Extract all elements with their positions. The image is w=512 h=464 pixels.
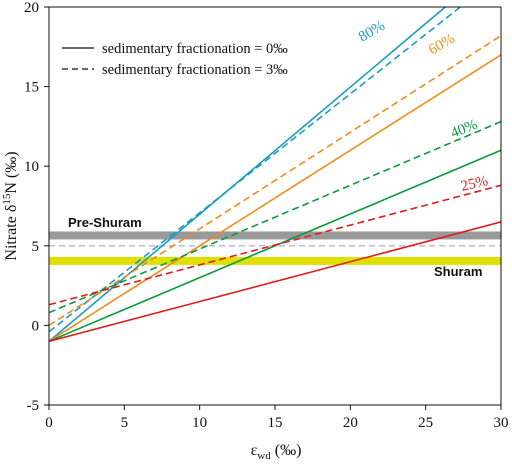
y-tick-label: 5 (32, 239, 40, 255)
x-axis-label-main: ε (251, 442, 258, 459)
series-label-25: 25% (459, 173, 489, 195)
y-axis: -5 0 5 10 15 20 (24, 0, 49, 414)
series-layer (49, 7, 501, 343)
series-60-dashed (49, 34, 501, 327)
x-axis-label: εwd (‰) (251, 442, 302, 462)
band-label-shuram: Shuram (434, 264, 482, 279)
legend: sedimentary fractionation = 0‰ sedimenta… (62, 41, 288, 78)
x-tick-label: 30 (494, 415, 509, 431)
series-25-solid (49, 221, 501, 343)
x-tick-label: 15 (268, 415, 283, 431)
series-80-solid (49, 7, 446, 342)
series-60-solid (49, 54, 501, 342)
band-label-pre-shuram: Pre-Shuram (68, 215, 142, 230)
x-axis: 0 5 10 15 20 25 30 (45, 405, 509, 431)
y-axis-label: Nitrate δ15N (‰) (1, 151, 20, 260)
bands-layer (49, 231, 501, 265)
y-axis-label-sup: 15 (1, 193, 13, 205)
x-tick-label: 10 (192, 415, 207, 431)
x-tick-label: 5 (121, 415, 129, 431)
series-label-60: 60% (426, 31, 458, 59)
series-25-dashed (49, 184, 501, 306)
x-tick-label: 25 (418, 415, 433, 431)
y-axis-label-main: Nitrate δ (3, 205, 20, 261)
series-label-40: 40% (449, 117, 480, 142)
band-pre-shuram (49, 231, 501, 240)
legend-dashed-label: sedimentary fractionation = 3‰ (102, 62, 288, 78)
x-tick-label: 20 (343, 415, 358, 431)
y-tick-label: 10 (24, 159, 39, 175)
y-tick-label: 0 (32, 318, 40, 334)
x-axis-label-unit: (‰) (271, 442, 302, 459)
y-tick-label: 20 (24, 0, 39, 16)
y-tick-label: 15 (24, 80, 39, 96)
series-label-80: 80% (356, 18, 388, 46)
y-axis-label-rest: N (‰) (3, 151, 20, 193)
x-axis-label-sub: wd (257, 450, 271, 462)
band-shuram (49, 256, 501, 265)
legend-solid-label: sedimentary fractionation = 0‰ (102, 41, 288, 57)
x-tick-label: 0 (45, 415, 53, 431)
y-tick-label: -5 (27, 398, 40, 414)
series-40-dashed (49, 120, 501, 314)
